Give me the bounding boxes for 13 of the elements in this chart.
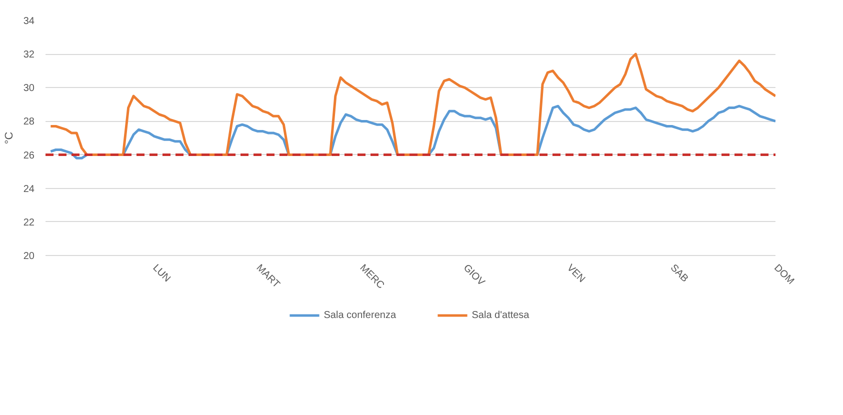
legend-label: Sala conferenza	[324, 310, 396, 321]
y-tick-label: 26	[23, 150, 35, 162]
line-series	[49, 52, 776, 156]
y-tick-label: 30	[23, 83, 35, 94]
y-tick-label: 32	[23, 50, 35, 61]
y-axis-title: °C	[3, 132, 16, 144]
legend-label: Sala d'attesa	[472, 310, 530, 321]
y-tick-label: 24	[23, 184, 35, 195]
y-tick-label: 34	[23, 16, 35, 27]
y-tick-label: 28	[23, 116, 35, 128]
x-tick-label: SAB	[668, 262, 690, 285]
y-tick-label: 22	[23, 217, 35, 228]
y-tick-label: 20	[23, 251, 35, 262]
